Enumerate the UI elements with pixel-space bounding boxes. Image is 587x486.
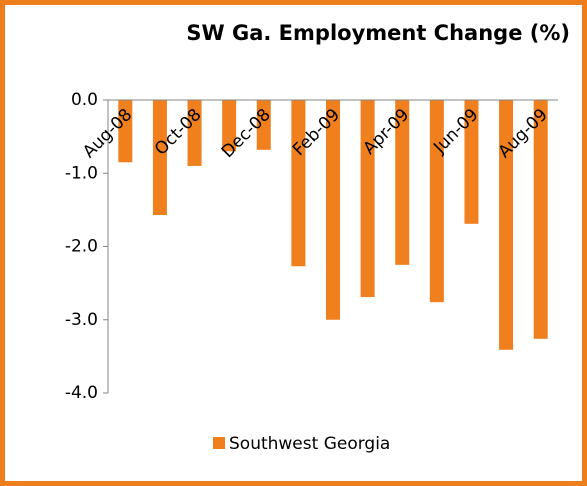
chart-title: SW Ga. Employment Change (%) bbox=[186, 21, 570, 45]
bar bbox=[152, 100, 167, 216]
bar bbox=[187, 100, 202, 166]
legend-swatch bbox=[213, 437, 225, 449]
bar bbox=[256, 100, 271, 150]
legend-label: Southwest Georgia bbox=[229, 434, 390, 454]
y-tick-label: -3.0 bbox=[65, 310, 98, 330]
bar bbox=[464, 100, 479, 224]
bar bbox=[118, 100, 133, 163]
bar bbox=[533, 100, 548, 339]
y-tick-label: -2.0 bbox=[65, 237, 98, 257]
bar bbox=[326, 100, 340, 320]
bar bbox=[499, 100, 514, 350]
bar bbox=[360, 100, 375, 298]
bar bbox=[291, 100, 306, 267]
bar bbox=[429, 100, 444, 303]
y-tick-label: -4.0 bbox=[65, 383, 98, 403]
y-tick-label: 0.0 bbox=[71, 90, 98, 110]
y-tick-label: -1.0 bbox=[65, 163, 98, 183]
bar bbox=[222, 100, 237, 152]
bar bbox=[395, 100, 410, 265]
